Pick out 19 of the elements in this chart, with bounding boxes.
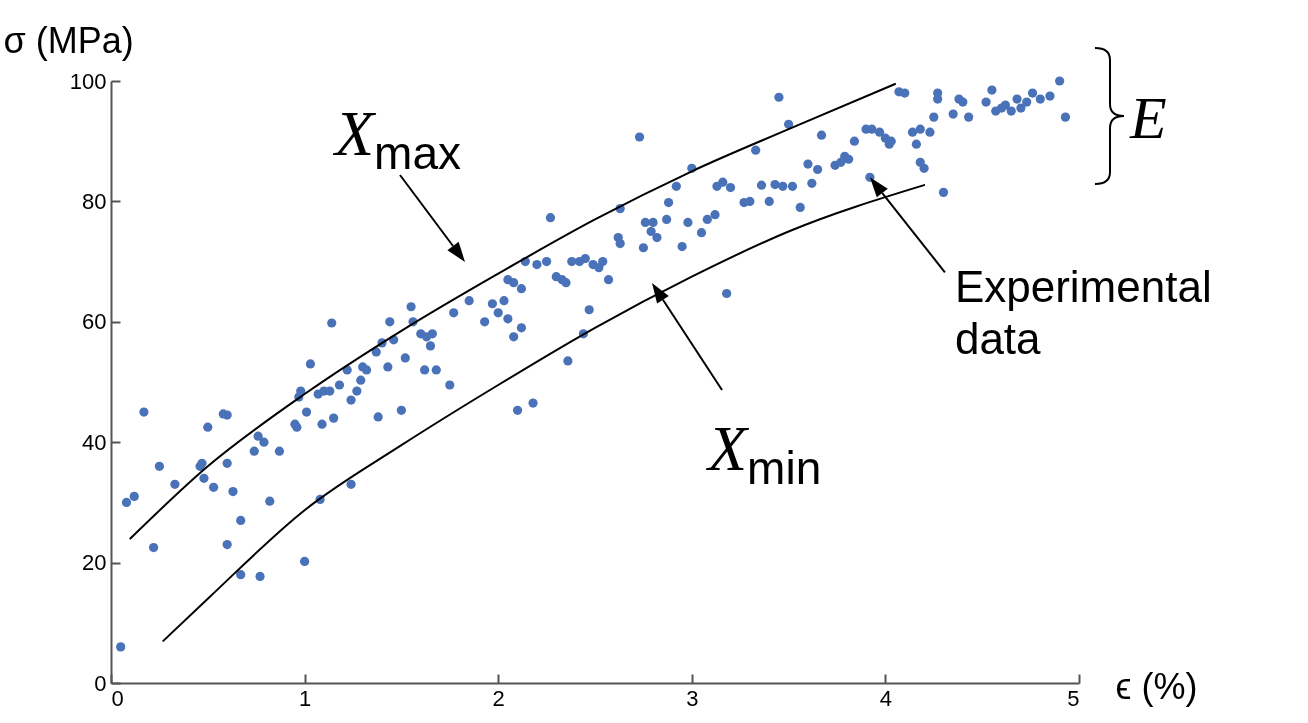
annotation: X$_{max}$ [332, 98, 461, 179]
text: E [1129, 85, 1167, 151]
y-tick-label: 60 [82, 309, 107, 335]
x-tick-label: 5 [1067, 685, 1080, 711]
line-series [129, 83, 897, 540]
x-axis-title: ϵ (%) [1115, 665, 1198, 707]
line-series [162, 184, 926, 642]
y-tick-label: 40 [82, 429, 107, 455]
y-axis-title: σ (MPa) [3, 19, 134, 61]
y-tick-label: 80 [82, 188, 107, 214]
annotation: Experimental data [954, 262, 1212, 364]
x-tick-label: 4 [879, 685, 893, 711]
x-tick-label: 3 [686, 685, 699, 711]
x-tick-label: 2 [492, 685, 505, 711]
x-tick-label: 0 [111, 685, 124, 711]
y-tick-label: 20 [82, 550, 107, 576]
y-tick-label: 100 [69, 68, 107, 94]
annotation: X$_{min}$ [705, 413, 822, 494]
x-tick-label: 1 [298, 685, 312, 711]
